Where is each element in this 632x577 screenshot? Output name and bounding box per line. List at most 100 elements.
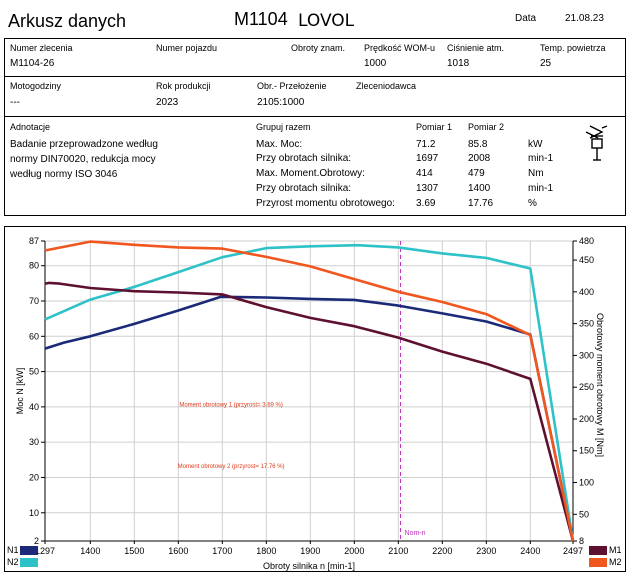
pressure-label: Ciśnienie atm. xyxy=(447,43,505,53)
x-tick-label: 2300 xyxy=(476,546,496,556)
legend-n2-swatch xyxy=(20,558,38,567)
y-left-tick-label: 80 xyxy=(29,261,39,271)
vehicle-no-label: Numer pojazdu xyxy=(156,43,218,53)
group-label: Grupuj razem xyxy=(256,122,311,132)
model-brand: LOVOL xyxy=(298,11,355,31)
result-unit: % xyxy=(528,198,537,209)
nominal-rpm-label: Nom-n xyxy=(405,530,426,537)
x-tick-label: 2000 xyxy=(344,546,364,556)
result-m1: 414 xyxy=(416,168,433,179)
notes-line: normy DIN70020, redukcja mocy xyxy=(10,154,156,165)
notes-label: Adnotacje xyxy=(10,122,51,132)
client-label: Zleceniodawca xyxy=(356,81,417,91)
result-m2: 1400 xyxy=(468,183,491,194)
order-no-label: Numer zlecenia xyxy=(10,43,73,53)
ratio-value: 2105:1000 xyxy=(257,97,305,108)
pto-speed-label: Prędkość WOM-u xyxy=(364,43,436,53)
temp-value: 25 xyxy=(540,58,552,69)
y-left-axis-title: Moc N [kW] xyxy=(15,368,25,415)
y-right-tick-label: 450 xyxy=(579,255,594,265)
x-tick-label: 2400 xyxy=(520,546,540,556)
result-m1: 1697 xyxy=(416,153,439,164)
result-m1: 71.2 xyxy=(416,139,436,150)
y-right-tick-label: 400 xyxy=(579,287,594,297)
x-tick-label: 1297 xyxy=(35,546,55,556)
y-left-tick-label: 40 xyxy=(29,402,39,412)
result-unit: min-1 xyxy=(528,183,554,194)
series-line-n2 xyxy=(44,243,575,542)
result-m2: 85.8 xyxy=(468,139,488,150)
result-m2: 2008 xyxy=(468,153,491,164)
date-value: 21.08.23 xyxy=(565,13,604,24)
pto-shaft-icon xyxy=(585,125,608,161)
x-tick-label: 1400 xyxy=(80,546,100,556)
pressure-value: 1018 xyxy=(447,58,470,69)
divider xyxy=(4,76,626,77)
legend-m1-label: M1 xyxy=(609,545,622,555)
y-left-tick-label: 50 xyxy=(29,367,39,377)
year-value: 2023 xyxy=(156,97,179,108)
y-right-tick-label: 50 xyxy=(579,509,589,519)
torque-rise-annotation: Moment obrotowy 2 (przyrost= 17.76 %) xyxy=(178,464,285,470)
torque-rise-annotation: Moment obrotowy 1 (przyrost= 3.69 %) xyxy=(179,402,283,408)
date-label: Data xyxy=(515,13,537,24)
result-name: Max. Moc: xyxy=(256,139,303,150)
notes-line: Badanie przeprowadzone według xyxy=(10,139,158,150)
result-m1: 1307 xyxy=(416,183,439,194)
notes-line: według normy ISO 3046 xyxy=(10,169,118,180)
y-right-tick-label: 8 xyxy=(579,536,584,546)
series-line-m2 xyxy=(44,240,575,542)
rated-rpm-label: Obroty znam. xyxy=(291,43,346,53)
result-m2: 479 xyxy=(468,168,485,179)
y-left-tick-label: 70 xyxy=(29,296,39,306)
hours-value: --- xyxy=(10,97,20,108)
result-unit: kW xyxy=(528,139,543,150)
x-tick-label: 1600 xyxy=(168,546,188,556)
result-name: Przy obrotach silnika: xyxy=(256,153,352,164)
hours-label: Motogodziny xyxy=(10,81,62,91)
y-left-tick-label: 20 xyxy=(29,472,39,482)
temp-label: Temp. powietrza xyxy=(540,43,606,53)
legend-m2-label: M2 xyxy=(609,557,622,567)
legend-m2-swatch xyxy=(589,558,607,567)
y-left-tick-label: 10 xyxy=(29,508,39,518)
result-m2: 17.76 xyxy=(468,198,494,209)
result-unit: Nm xyxy=(528,168,544,179)
y-right-tick-label: 350 xyxy=(579,319,594,329)
pto-speed-value: 1000 xyxy=(364,58,387,69)
x-tick-label: 1900 xyxy=(300,546,320,556)
y-right-tick-label: 100 xyxy=(579,478,594,488)
x-tick-label: 2497 xyxy=(563,546,583,556)
series-line-m1 xyxy=(44,281,575,542)
sheet-title: Arkusz danych xyxy=(8,11,127,31)
result-name: Przyrost momentu obrotowego: xyxy=(256,198,395,209)
y-left-tick-label: 30 xyxy=(29,437,39,447)
info-panel xyxy=(4,38,626,216)
measure2-header: Pomiar 2 xyxy=(468,122,505,132)
y-right-tick-label: 200 xyxy=(579,414,594,424)
year-label: Rok produkcji xyxy=(156,81,211,91)
y-right-axis-title: Obrotowy moment obrotowy M [Nm] xyxy=(595,313,605,457)
legend-n1-label: N1 xyxy=(7,545,19,555)
legend-m1-swatch xyxy=(589,546,607,555)
legend-n2-label: N2 xyxy=(7,557,19,567)
y-left-tick-label: 2 xyxy=(34,536,39,546)
y-left-tick-label: 87 xyxy=(29,236,39,246)
x-tick-label: 2200 xyxy=(432,546,452,556)
result-unit: min-1 xyxy=(528,153,554,164)
y-left-tick-label: 60 xyxy=(29,331,39,341)
measure1-header: Pomiar 1 xyxy=(416,122,453,132)
model-code: M1104 xyxy=(234,9,288,29)
result-m1: 3.69 xyxy=(416,198,436,209)
x-tick-label: 1700 xyxy=(212,546,232,556)
chart-panel xyxy=(4,226,626,572)
divider xyxy=(4,116,626,117)
x-tick-label: 2100 xyxy=(388,546,408,556)
ratio-label: Obr.- Przełożenie xyxy=(257,81,327,91)
y-right-tick-label: 480 xyxy=(579,236,594,246)
series-line-n1 xyxy=(44,295,575,542)
y-right-tick-label: 150 xyxy=(579,446,594,456)
y-right-tick-label: 300 xyxy=(579,350,594,360)
result-name: Przy obrotach silnika: xyxy=(256,183,352,194)
